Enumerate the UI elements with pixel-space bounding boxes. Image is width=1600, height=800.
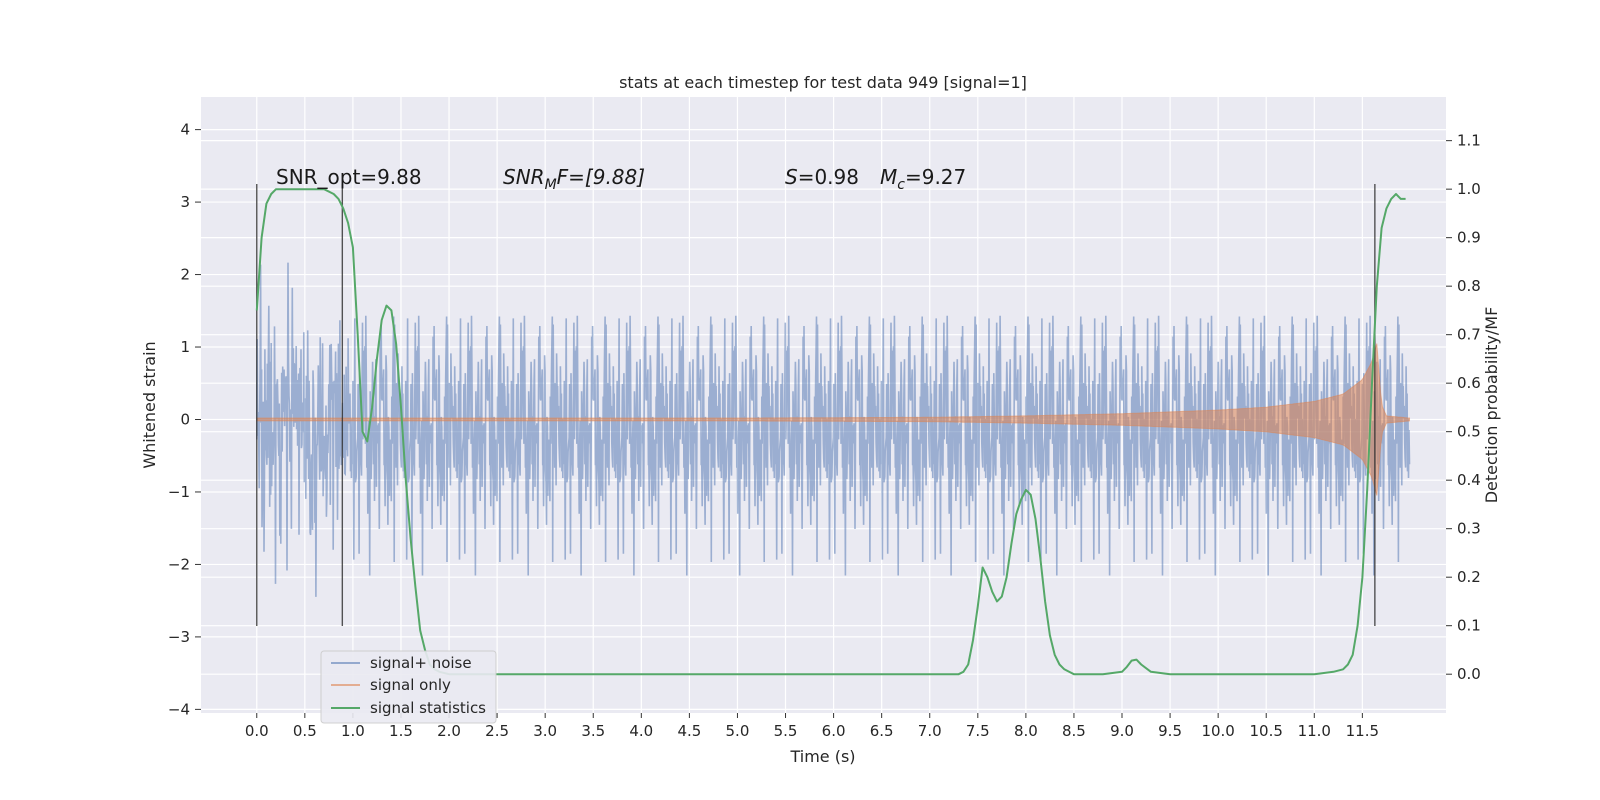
legend-label-signal-noise: signal+ noise <box>370 654 472 672</box>
x-tick-label-20: 10.0 <box>1201 722 1234 740</box>
x-tick-label-23: 11.5 <box>1346 722 1379 740</box>
y-right-axis-ticks: 1.1 1.0 0.9 0.8 0.7 0.6 0.5 0.4 0.3 0.2 0.1 0.0 <box>1446 132 1481 683</box>
x-tick-label-16: 8.0 <box>1014 722 1038 740</box>
yr-tick-label-5: 0.6 <box>1457 374 1481 392</box>
yr-tick-label-11: 0.0 <box>1457 665 1481 683</box>
x-tick-label-11: 5.5 <box>774 722 798 740</box>
x-tick-label-3: 1.5 <box>389 722 413 740</box>
x-tick-label-17: 8.5 <box>1062 722 1086 740</box>
x-tick-label-8: 4.0 <box>629 722 653 740</box>
x-tick-label-13: 6.5 <box>870 722 894 740</box>
annotation-mc: Mc=9.27 <box>880 165 966 193</box>
yl-tick-label-7: −3 <box>168 628 190 646</box>
x-axis-ticks: 0.0 0.5 1.0 1.5 2.0 2.5 3.0 3.5 4.0 4.5 5.0 5.5 6.0 6… <box>245 713 1379 740</box>
yr-tick-label-0: 1.1 <box>1457 132 1481 150</box>
x-tick-label-4: 2.0 <box>437 722 461 740</box>
yr-tick-label-10: 0.1 <box>1457 617 1481 635</box>
yl-tick-label-8: −4 <box>168 700 190 718</box>
x-tick-label-21: 10.5 <box>1250 722 1283 740</box>
yr-tick-label-1: 1.0 <box>1457 180 1481 198</box>
x-tick-label-1: 0.5 <box>293 722 317 740</box>
chart-title: stats at each timestep for test data 949… <box>619 73 1027 92</box>
vertical-markers <box>256 183 1376 627</box>
area-signal-only <box>256 343 1410 496</box>
yr-tick-label-3: 0.8 <box>1457 277 1481 295</box>
yl-tick-label-4: 0 <box>180 410 190 428</box>
y-left-axis-label: Whitened strain <box>140 341 159 468</box>
x-tick-label-10: 5.0 <box>726 722 750 740</box>
yr-tick-label-9: 0.2 <box>1457 568 1481 586</box>
yl-tick-label-5: −1 <box>168 483 190 501</box>
x-tick-label-22: 11.0 <box>1298 722 1331 740</box>
legend-label-signal-statistics: signal statistics <box>370 699 486 717</box>
line-signal-statistics <box>255 188 1406 676</box>
yr-tick-label-8: 0.3 <box>1457 520 1481 538</box>
yr-tick-label-6: 0.5 <box>1457 423 1481 441</box>
x-axis-label: Time (s) <box>789 747 855 766</box>
x-tick-label-6: 3.0 <box>533 722 557 740</box>
y-right-axis-label: Detection probability/MF <box>1482 307 1501 504</box>
series-signal-noise <box>256 262 1411 597</box>
yr-tick-label-7: 0.4 <box>1457 471 1481 489</box>
annotation-s: S=0.98 <box>785 165 859 189</box>
yl-tick-label-2: 2 <box>180 266 190 284</box>
yr-tick-label-4: 0.7 <box>1457 326 1481 344</box>
x-tick-label-19: 9.5 <box>1158 722 1182 740</box>
yl-tick-label-0: 4 <box>180 121 190 139</box>
legend-box <box>320 650 497 724</box>
x-tick-label-5: 2.5 <box>485 722 509 740</box>
x-tick-label-14: 7.0 <box>918 722 942 740</box>
x-tick-label-18: 9.0 <box>1110 722 1134 740</box>
x-tick-label-12: 6.0 <box>822 722 846 740</box>
x-tick-label-0: 0.0 <box>245 722 269 740</box>
series-signal-only <box>256 343 1410 496</box>
line-signal-noise <box>256 262 1411 597</box>
x-tick-label-7: 3.5 <box>581 722 605 740</box>
y-left-axis-ticks: 4 3 2 1 0 −1 −2 −3 −4 <box>168 121 201 718</box>
annotation-snr-mf: SNRMF=[9.88] <box>503 165 645 193</box>
series-signal-statistics <box>255 188 1406 676</box>
yr-tick-label-2: 0.9 <box>1457 229 1481 247</box>
yl-tick-label-3: 1 <box>180 338 190 356</box>
x-tick-label-9: 4.5 <box>677 722 701 740</box>
yl-tick-label-6: −2 <box>168 555 190 573</box>
legend-label-signal-only: signal only <box>370 676 451 694</box>
yl-tick-label-1: 3 <box>180 193 190 211</box>
annotation-snr-opt: SNR_opt=9.88 <box>276 165 422 189</box>
x-tick-label-2: 1.0 <box>341 722 365 740</box>
x-tick-label-15: 7.5 <box>966 722 990 740</box>
legend: signal+ noise signal only signal statist… <box>320 650 497 724</box>
